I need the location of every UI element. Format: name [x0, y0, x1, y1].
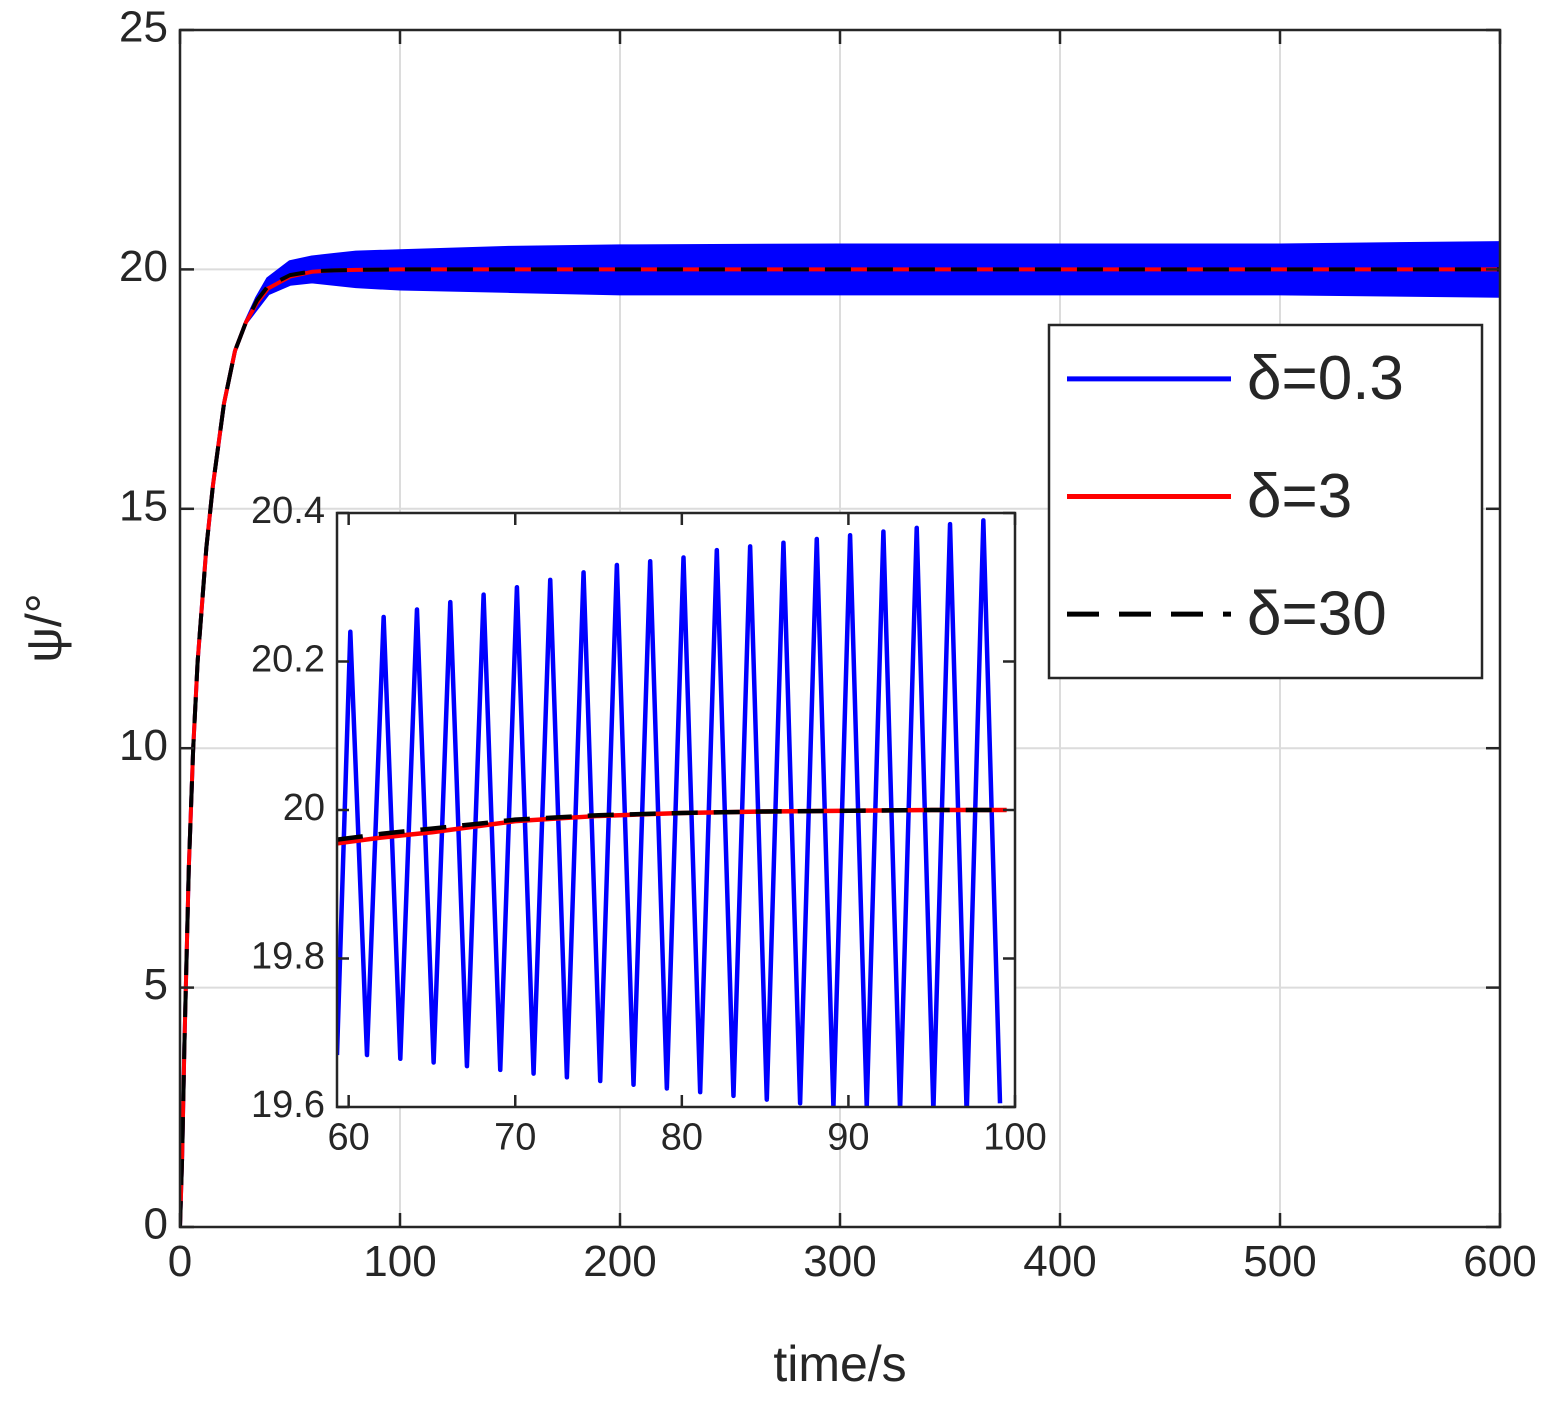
legend-label: δ=3 — [1247, 462, 1352, 531]
x-tick-label: 70 — [494, 1116, 536, 1158]
y-tick-label: 20 — [119, 242, 168, 291]
x-tick-label: 80 — [661, 1116, 703, 1158]
y-axis-label: ψ/° — [16, 593, 72, 663]
series-line — [337, 807, 1007, 842]
x-tick-label: 600 — [1463, 1237, 1536, 1286]
legend-label: δ=30 — [1247, 580, 1387, 649]
y-tick-label: 0 — [144, 1200, 168, 1249]
y-tick-label: 10 — [119, 721, 168, 770]
legend-box — [1047, 323, 1484, 680]
y-tick-label: 25 — [119, 3, 168, 52]
y-tick-label: 20.2 — [251, 639, 325, 681]
x-tick-label: 200 — [583, 1237, 656, 1286]
y-tick-label: 15 — [119, 481, 168, 530]
y-tick-label: 20.4 — [251, 490, 325, 532]
series-group — [337, 518, 1007, 1107]
legend: δ=0.3 δ=3 δ=30 — [1047, 323, 1484, 680]
x-tick-label: 100 — [363, 1237, 436, 1286]
y-tick-label: 19.8 — [251, 936, 325, 978]
x-tick-label: 100 — [983, 1116, 1046, 1158]
x-tick-label: 400 — [1023, 1237, 1096, 1286]
series-line — [337, 518, 1003, 1107]
x-tick-label: 0 — [168, 1237, 192, 1286]
x-axis-label: time/s — [773, 1336, 906, 1392]
y-tick-label: 5 — [144, 960, 168, 1009]
x-tick-label: 300 — [803, 1237, 876, 1286]
legend-label: δ=0.3 — [1247, 344, 1404, 413]
x-tick-label: 90 — [827, 1116, 869, 1158]
x-tick-label: 500 — [1243, 1237, 1316, 1286]
y-tick-label: 20 — [283, 787, 325, 829]
x-tick-label: 60 — [328, 1116, 370, 1158]
y-tick-label: 19.6 — [251, 1084, 325, 1126]
